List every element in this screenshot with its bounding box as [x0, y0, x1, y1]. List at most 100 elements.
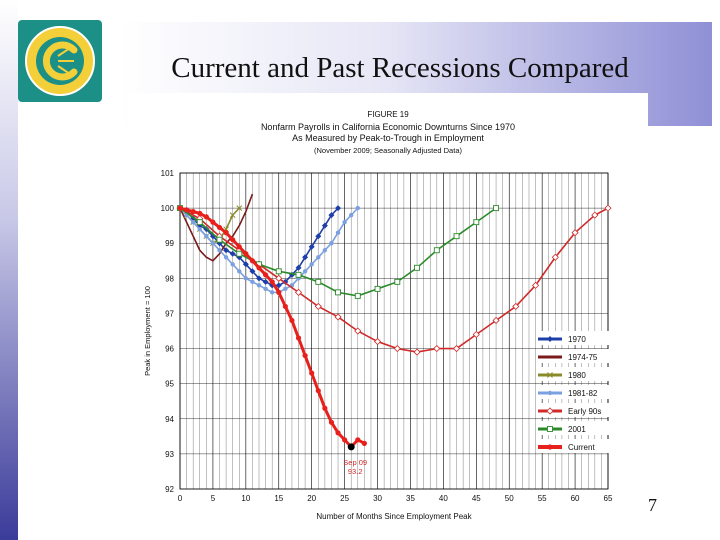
- y-tick-label: 94: [165, 415, 174, 424]
- data-point: [335, 289, 341, 296]
- data-point: [295, 271, 302, 278]
- y-tick-label: 93: [165, 450, 174, 459]
- data-point: [230, 262, 235, 267]
- data-point: [551, 253, 559, 261]
- data-point: [223, 247, 230, 254]
- data-point: [197, 210, 203, 216]
- series-1974-75: [179, 193, 254, 262]
- x-tick-label: 5: [211, 494, 216, 503]
- data-point: [243, 276, 249, 281]
- legend-item-bg: [536, 439, 614, 453]
- series-line: [179, 207, 609, 353]
- data-point: [355, 437, 361, 443]
- data-point: [547, 426, 553, 432]
- data-point: [321, 222, 328, 229]
- data-point: [335, 205, 342, 212]
- college-logo-graphic: [25, 26, 95, 96]
- data-point: [308, 243, 315, 250]
- data-point: [190, 209, 196, 215]
- legend-label: 1980: [568, 371, 586, 380]
- legend-label: Early 90s: [568, 407, 601, 416]
- x-tick-label: 10: [241, 494, 250, 503]
- data-point: [275, 268, 282, 275]
- recession-line-chart: FIGURE 19 Nonfarm Payrolls in California …: [143, 110, 614, 521]
- series-1981-82: [177, 205, 360, 295]
- y-tick-label: 97: [165, 309, 174, 318]
- series-line: [179, 207, 359, 294]
- data-point: [493, 205, 500, 212]
- x-axis-label: Number of Months Since Employment Peak: [316, 512, 472, 521]
- data-point: [269, 290, 275, 295]
- data-point: [302, 254, 309, 261]
- data-point: [276, 289, 282, 295]
- data-point: [433, 344, 441, 353]
- data-point: [249, 258, 256, 264]
- data-point: [256, 283, 262, 288]
- y-tick-label: 100: [161, 204, 175, 213]
- data-point: [373, 337, 382, 346]
- data-point: [355, 205, 360, 211]
- x-tick-label: 0: [178, 494, 183, 503]
- series-2001: [177, 205, 500, 299]
- data-point: [453, 233, 460, 240]
- data-point: [315, 388, 321, 394]
- data-point: [532, 281, 540, 289]
- legend-item-bg: [536, 349, 614, 363]
- x-tick-label: 40: [439, 494, 448, 503]
- data-point: [316, 255, 321, 260]
- legend-item-bg: [536, 421, 614, 435]
- annotation-label: Sep 09: [343, 458, 367, 467]
- x-tick-label: 55: [538, 494, 547, 503]
- x-tick-label: 45: [472, 494, 481, 503]
- data-point: [546, 407, 554, 415]
- data-point: [414, 264, 420, 271]
- data-point: [302, 352, 308, 359]
- data-point: [196, 219, 203, 226]
- data-point: [275, 282, 282, 289]
- data-point: [210, 219, 216, 225]
- data-point: [492, 316, 500, 325]
- data-point: [275, 274, 283, 282]
- annotation-value: 93.2: [348, 467, 363, 476]
- data-point: [335, 430, 341, 436]
- data-point: [217, 248, 222, 253]
- data-point: [204, 234, 209, 239]
- y-tick-label: 98: [165, 274, 174, 283]
- data-point: [295, 264, 302, 271]
- data-point: [282, 303, 288, 310]
- data-point: [433, 247, 440, 254]
- data-point: [203, 214, 209, 220]
- legend-item-bg: [536, 403, 614, 417]
- slide-left-gradient-bar: [0, 0, 18, 540]
- data-point: [229, 250, 236, 257]
- data-point: [473, 219, 480, 226]
- data-point: [452, 344, 461, 353]
- data-point: [591, 211, 599, 219]
- data-point: [361, 440, 367, 446]
- data-point: [315, 278, 322, 285]
- slide-page-number: 7: [648, 495, 657, 515]
- data-point: [547, 390, 553, 396]
- data-point: [354, 292, 361, 299]
- y-tick-label: 92: [165, 485, 174, 494]
- x-tick-label: 30: [373, 494, 382, 503]
- data-point: [250, 279, 255, 285]
- data-point: [295, 335, 302, 341]
- data-point: [604, 204, 612, 212]
- legend-label: 2001: [568, 425, 586, 434]
- data-point: [183, 207, 190, 213]
- data-point: [269, 279, 275, 285]
- data-point: [393, 344, 401, 353]
- y-axis-label: Peak in Employment = 100: [143, 286, 152, 376]
- data-point: [547, 336, 553, 342]
- x-tick-label: 50: [505, 494, 514, 503]
- data-point: [262, 278, 269, 285]
- data-point: [230, 237, 236, 243]
- data-point: [256, 265, 262, 271]
- data-point: [249, 268, 256, 275]
- data-point: [328, 419, 335, 425]
- y-tick-label: 99: [165, 239, 174, 248]
- data-point: [512, 302, 520, 310]
- y-tick-label: 95: [165, 380, 174, 389]
- legend-item-bg: [536, 331, 614, 345]
